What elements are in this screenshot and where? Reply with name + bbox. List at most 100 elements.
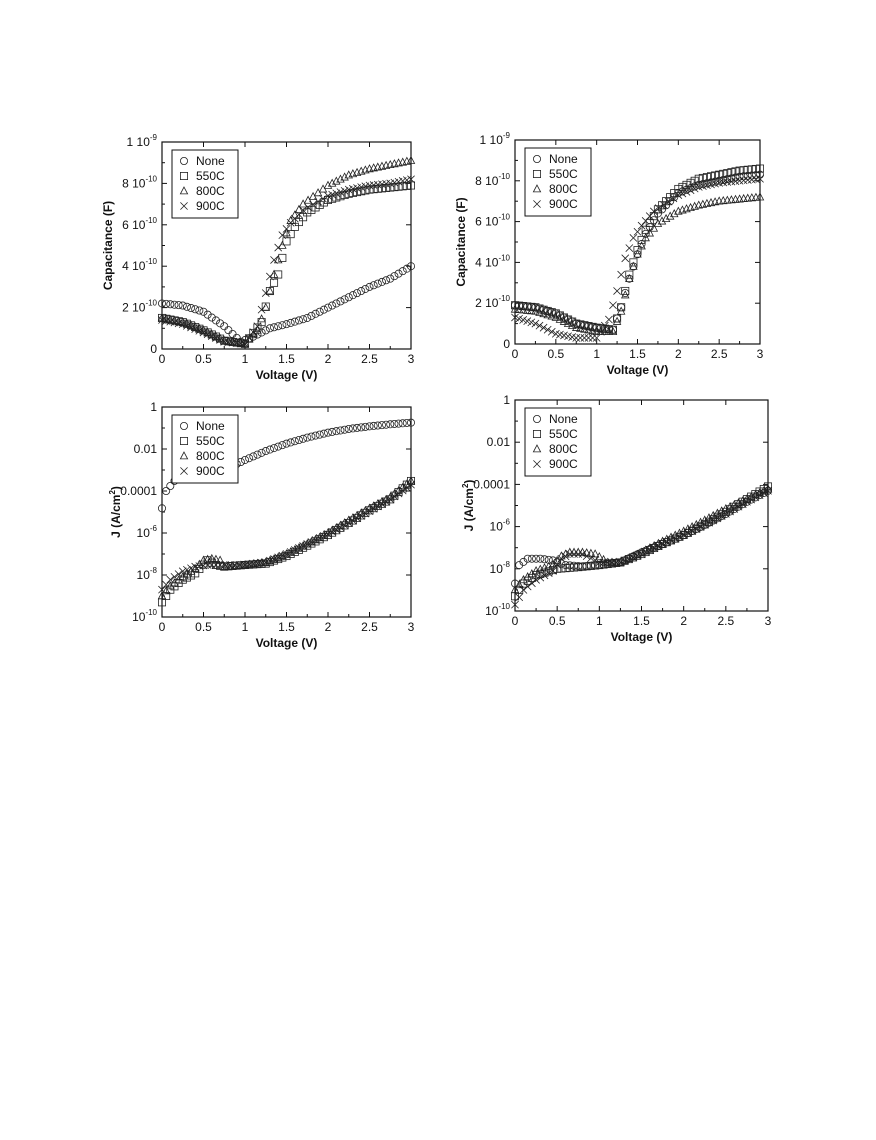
data-point: [211, 554, 221, 563]
data-point: [257, 314, 266, 323]
data-point: [727, 168, 736, 177]
data-point: [536, 573, 545, 582]
data-point: [755, 164, 764, 173]
data-point: [731, 167, 740, 176]
legend-marker: [179, 451, 189, 460]
data-point: [711, 171, 720, 180]
legend-marker: [533, 460, 541, 468]
data-point: [650, 544, 659, 552]
data-point: [713, 514, 722, 523]
data-point: [561, 564, 570, 573]
legend-label: 800C: [196, 184, 225, 198]
data-point: [759, 489, 768, 497]
data-layer: [510, 482, 773, 609]
data-point: [543, 310, 552, 319]
data-point: [286, 230, 295, 239]
x-tick-label: 2: [680, 614, 687, 628]
data-point: [633, 246, 642, 255]
data-point: [187, 304, 196, 313]
data-point: [523, 554, 532, 563]
data-point: [596, 326, 606, 336]
data-point: [377, 277, 386, 286]
data-point: [726, 507, 734, 516]
data-point: [344, 519, 353, 527]
data-point: [314, 197, 322, 206]
data-point: [266, 272, 274, 281]
data-point: [282, 225, 291, 233]
data-point: [353, 289, 362, 298]
data-point: [595, 561, 604, 570]
series-550c: [511, 482, 772, 601]
data-point: [270, 278, 279, 287]
data-point: [182, 573, 191, 582]
data-point: [688, 526, 697, 535]
data-point: [278, 321, 287, 330]
x-tick-label: 2: [675, 347, 682, 361]
data-point: [600, 321, 609, 330]
data-point: [515, 585, 524, 594]
data-point: [157, 591, 167, 600]
data-point: [361, 509, 370, 518]
data-point: [390, 183, 399, 192]
data-point: [641, 545, 650, 554]
chart-panel-capacitance-right: 0 0.5 1 1.5 2 2.5 3 0 2 10-10 4 10-10 6 10-10 8 10-…: [454, 131, 765, 377]
data-point: [578, 550, 587, 558]
data-point: [611, 557, 621, 566]
data-point: [588, 333, 597, 342]
data-point: [612, 316, 622, 325]
data-point: [557, 564, 566, 573]
data-point: [645, 218, 654, 227]
data-point: [162, 487, 171, 496]
data-point: [555, 311, 564, 320]
data-point: [641, 217, 650, 225]
legend-marker: [180, 202, 188, 210]
data-point: [369, 281, 378, 290]
data-point: [386, 420, 395, 429]
data-point: [195, 306, 204, 315]
data-point: [216, 336, 224, 344]
series-900c: [158, 480, 415, 594]
data-point: [523, 582, 532, 591]
data-point: [666, 193, 675, 202]
data-point: [324, 530, 332, 538]
data-point: [535, 321, 544, 330]
data-point: [675, 532, 684, 541]
data-point: [323, 303, 332, 312]
data-point: [253, 323, 262, 332]
data-point: [519, 586, 528, 594]
legend-marker: [532, 444, 542, 453]
data-point: [406, 262, 415, 271]
data-point: [340, 425, 349, 434]
data-point: [519, 575, 528, 584]
data-point: [540, 571, 549, 580]
data-point: [228, 337, 237, 346]
data-point: [191, 305, 200, 314]
data-point: [282, 550, 291, 558]
legend-label: None: [549, 412, 578, 426]
data-point: [539, 308, 548, 318]
data-point: [605, 315, 613, 324]
data-point: [161, 313, 171, 323]
y-tick-label: 1: [150, 400, 157, 414]
y-axis-label: J (A/cm2): [108, 486, 123, 538]
data-point: [620, 556, 629, 565]
data-point: [274, 442, 283, 451]
data-point: [702, 179, 711, 188]
data-point: [373, 502, 382, 511]
data-point: [679, 531, 688, 539]
data-point: [249, 328, 258, 336]
data-point: [290, 210, 300, 219]
data-point: [613, 314, 622, 323]
data-point: [386, 274, 395, 283]
data-point: [398, 486, 407, 495]
data-point: [698, 173, 707, 182]
data-point: [515, 593, 524, 602]
data-point: [580, 333, 589, 342]
data-point: [207, 313, 216, 322]
data-point: [735, 166, 744, 175]
data-point: [548, 566, 557, 575]
data-point: [170, 315, 179, 324]
data-point: [162, 591, 171, 600]
data-point: [166, 314, 175, 323]
data-point: [336, 523, 345, 532]
